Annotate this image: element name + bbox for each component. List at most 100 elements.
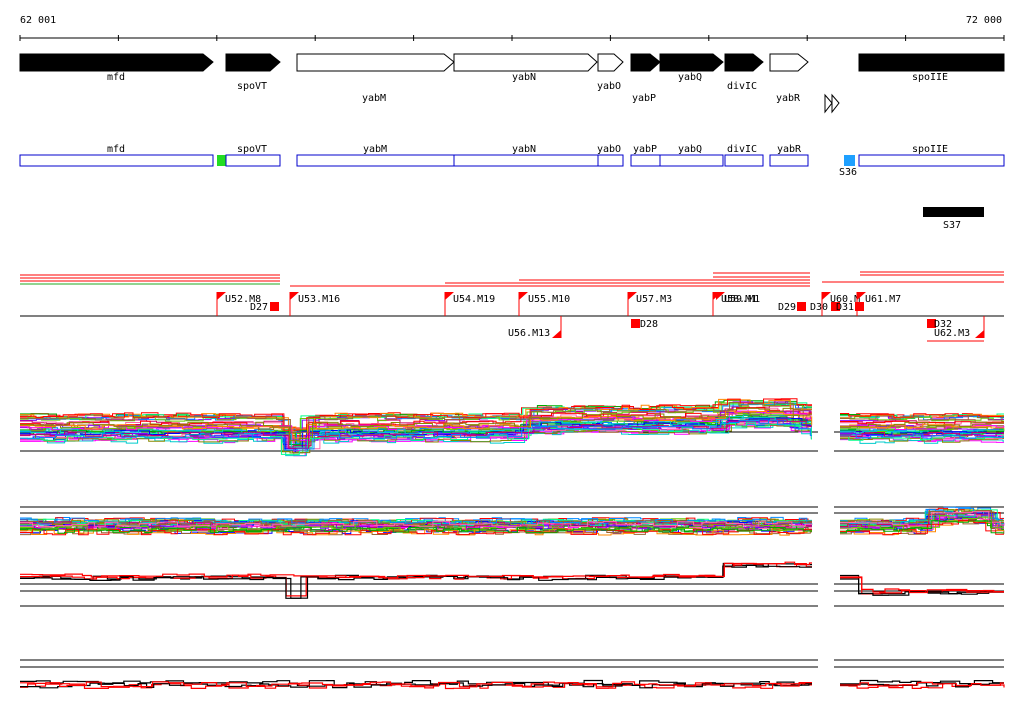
segment-label-U54-M19: U54.M19 (453, 294, 495, 305)
gene-arrow-yabM[interactable]: yabM (296, 53, 455, 104)
segment-U52-M8[interactable]: U52.M8 (216, 292, 261, 316)
segment-label-U58-M1: U58.M1 (721, 294, 757, 305)
segment-D29[interactable]: D29 (778, 302, 806, 313)
gene-track: mfd spoVT yabM yabN yabO yabP yabQ divI (19, 53, 1005, 114)
expression-series-line (20, 561, 1004, 594)
expression-series-line (20, 562, 1004, 599)
annotation-label-divIC: divIC (727, 144, 757, 155)
expression-series-line (20, 681, 1004, 688)
marker-label-S36: S36 (839, 167, 857, 178)
gene-arrow-yabQ[interactable]: yabQ (659, 53, 724, 83)
gene-label-yabM: yabM (362, 93, 386, 104)
gene-label-yabN: yabN (512, 72, 536, 83)
segment-label-U52-M8: U52.M8 (225, 294, 261, 305)
segment-D27[interactable]: D27 (250, 302, 279, 313)
annotation-label-yabP: yabP (633, 144, 657, 155)
marker-label-S37: S37 (943, 220, 961, 231)
segment-label-U57-M3: U57.M3 (636, 294, 672, 305)
expression-series-line (20, 419, 1004, 451)
segment-track: U52.M8 D27 U53.M16 U54.M19 U55.M10 U57.M… (20, 292, 1004, 342)
annotation-box-yabQ[interactable]: yabQ (659, 144, 724, 167)
expression-track-multicolor-2 (20, 506, 1005, 536)
annotation-label-yabO: yabO (597, 144, 621, 155)
annotation-box-divIC[interactable]: divIC (724, 144, 764, 167)
segment-U57-M3[interactable]: U57.M3 (627, 292, 672, 316)
segment-label-D29: D29 (778, 302, 796, 313)
segment-label-D30: D30 (810, 302, 828, 313)
segment-U53-M16[interactable]: U53.M16 (289, 292, 340, 316)
gene-label-yabQ: yabQ (678, 72, 702, 83)
expression-track-multicolor (20, 398, 1005, 457)
gene-arrow-mfd[interactable]: mfd (19, 53, 214, 83)
segment-label-U56-M13: U56.M13 (508, 328, 550, 339)
annotation-label-yabQ: yabQ (678, 144, 702, 155)
segment-label-D27: D27 (250, 302, 268, 313)
annotation-box-yabM[interactable]: yabM (296, 144, 455, 167)
expression-series-line (20, 401, 1004, 433)
expression-series-line (20, 407, 1004, 441)
segment-U60-M[interactable]: U60.M (821, 292, 860, 316)
gene-arrow-divIC[interactable]: divIC (724, 53, 764, 92)
annotation-label-spoIIE: spoIIE (912, 144, 948, 155)
ruler-end-label: 72 000 (966, 15, 1002, 26)
segment-U61-M7[interactable]: U61.M7 (856, 292, 901, 316)
segment-U62-M3[interactable]: U62.M3 (927, 316, 985, 342)
gene-label-spoVT: spoVT (237, 81, 267, 92)
coverage-lines (20, 271, 1004, 287)
annotation-box-spoIIE[interactable]: spoIIE (858, 144, 1005, 167)
annotation-track: mfd spoVT yabM yabN yabO yabP yabQ (19, 144, 1005, 231)
gene-label-yabP: yabP (632, 93, 656, 104)
segment-label-U53-M16: U53.M16 (298, 294, 340, 305)
segment-U55-M10[interactable]: U55.M10 (518, 292, 570, 316)
segment-label-U62-M3: U62.M3 (934, 328, 970, 339)
expression-series-line (20, 424, 1004, 454)
marker-S36[interactable]: S36 (839, 155, 857, 178)
gene-arrow-yabO[interactable]: yabO (597, 53, 624, 92)
small-double-arrow-icon (824, 93, 840, 114)
annotation-label-mfd: mfd (107, 144, 125, 155)
segment-label-D28: D28 (640, 319, 658, 330)
annotation-label-spoVT: spoVT (237, 144, 267, 155)
segment-label-D32: D32 (934, 319, 952, 330)
expression-series-line (20, 520, 1004, 534)
gene-label-yabO: yabO (597, 81, 621, 92)
annotation-box-yabR[interactable]: yabR (769, 144, 809, 167)
gene-arrow-yabP[interactable]: yabP (630, 53, 661, 104)
gene-label-divIC: divIC (727, 81, 757, 92)
coordinate-ruler: 62 001 72 000 (19, 15, 1005, 41)
ruler-start-label: 62 001 (20, 15, 56, 26)
segment-label-U61-M7: U61.M7 (865, 294, 901, 305)
annotation-box-yabP[interactable]: yabP (630, 144, 661, 167)
marker-S37[interactable]: S37 (923, 207, 984, 231)
annotation-box-mfd[interactable]: mfd (19, 144, 214, 167)
segment-U54-M19[interactable]: U54.M19 (444, 292, 495, 316)
gene-label-yabR: yabR (776, 93, 801, 104)
expression-series-line (20, 564, 1004, 599)
expression-track-summary (20, 561, 1004, 607)
segment-U59-M1[interactable]: U59.M1 (716, 292, 760, 305)
segment-label-U59-M1: U59.M1 (724, 294, 760, 305)
gene-arrow-spoVT[interactable]: spoVT (225, 53, 281, 92)
segment-label-D31: D31 (836, 302, 854, 313)
segment-U56-M13[interactable]: U56.M13 (508, 316, 562, 339)
annotation-label-yabN: yabN (512, 144, 536, 155)
gene-arrow-yabR[interactable]: yabR (769, 53, 809, 104)
annotation-box-yabO[interactable]: yabO (597, 144, 624, 167)
gene-arrow-yabN[interactable]: yabN (453, 53, 598, 83)
segment-D32[interactable]: D32 (927, 319, 952, 330)
annotation-label-yabR: yabR (777, 144, 802, 155)
green-marker (217, 155, 226, 166)
segment-label-U60-M: U60.M (830, 294, 860, 305)
annotation-box-spoVT[interactable]: spoVT (225, 144, 281, 167)
segment-D31[interactable]: D31 (836, 302, 864, 313)
segment-D28[interactable]: D28 (631, 319, 658, 330)
gene-arrow-spoIIE[interactable]: spoIIE (858, 53, 1005, 83)
gene-label-spoIIE: spoIIE (912, 72, 948, 83)
segment-D30[interactable]: D30 (810, 302, 840, 313)
expression-track-summary-2 (20, 659, 1005, 690)
annotation-box-yabN[interactable]: yabN (453, 144, 599, 167)
gene-label-mfd: mfd (107, 72, 125, 83)
annotation-label-yabM: yabM (363, 144, 387, 155)
segment-label-U55-M10: U55.M10 (528, 294, 570, 305)
